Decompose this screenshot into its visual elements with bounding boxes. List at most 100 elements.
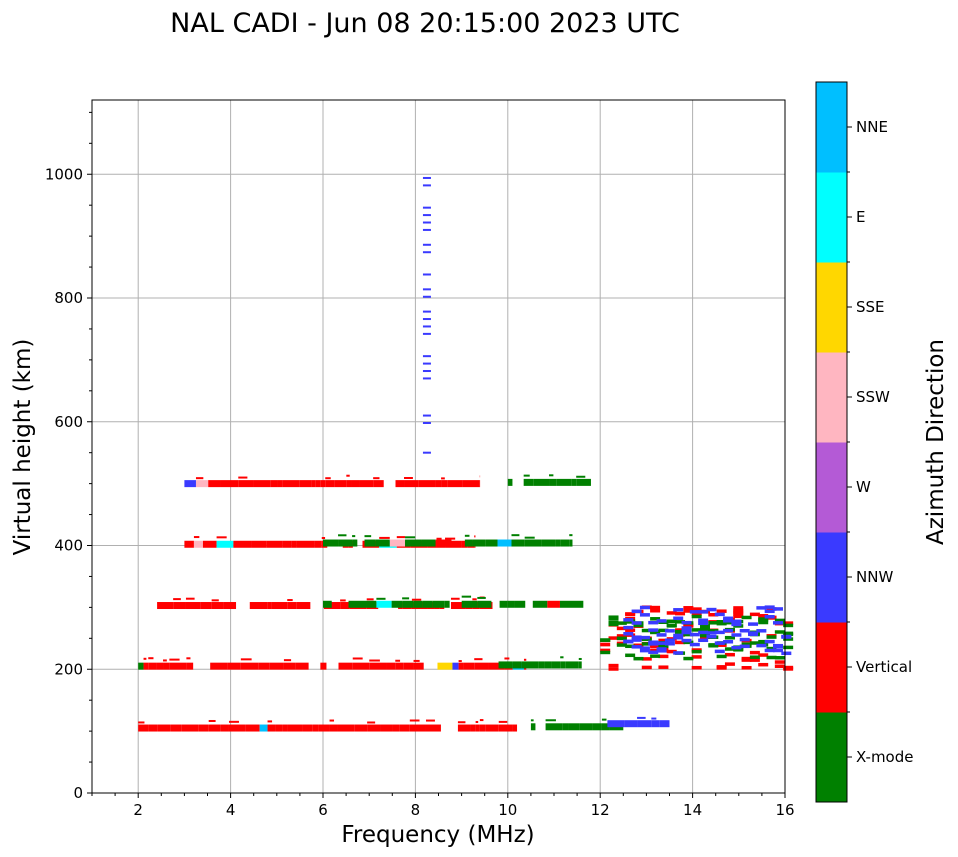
echo-mark xyxy=(569,539,573,547)
echo-mark xyxy=(223,602,237,610)
echo-mark xyxy=(507,600,515,608)
echo-mark xyxy=(211,602,224,610)
echo-mark xyxy=(739,637,750,642)
echo-mark xyxy=(673,636,684,640)
x-tick-label: 4 xyxy=(226,801,236,819)
echo-mark xyxy=(277,480,283,488)
echo-mark xyxy=(691,655,702,659)
echo-mark xyxy=(163,662,170,670)
echo-mark xyxy=(282,480,300,488)
echo-mark xyxy=(474,658,483,661)
echo-mark xyxy=(568,723,580,731)
echo-mark xyxy=(781,651,792,656)
echo-mark xyxy=(320,480,326,488)
echo-mark xyxy=(422,325,431,328)
echo-mark xyxy=(457,721,466,724)
echo-mark xyxy=(211,599,219,602)
echo-mark xyxy=(340,599,346,602)
echo-mark xyxy=(673,608,684,612)
echo-mark xyxy=(666,611,677,615)
echo-mark xyxy=(675,628,686,632)
echo-mark xyxy=(749,612,760,617)
echo-mark xyxy=(364,535,372,538)
echo-mark xyxy=(479,719,484,722)
echo-mark xyxy=(220,724,229,732)
echo-mark xyxy=(477,600,492,608)
echo-mark xyxy=(202,540,217,548)
echo-mark xyxy=(656,619,667,623)
colorbar-tick-label: SSE xyxy=(856,298,885,316)
echo-mark xyxy=(249,602,268,610)
echo-mark xyxy=(422,288,431,291)
echo-mark xyxy=(698,638,709,643)
echo-trace xyxy=(323,534,573,547)
echo-mark xyxy=(631,609,642,614)
y-tick-label: 200 xyxy=(54,660,83,678)
echo-mark xyxy=(607,720,625,728)
echo-mark xyxy=(395,659,401,662)
echo-mark xyxy=(625,628,636,632)
echo-mark xyxy=(698,610,709,614)
echo-mark xyxy=(523,474,530,477)
echo-mark xyxy=(716,654,727,659)
echo-mark xyxy=(521,661,539,669)
echo-mark xyxy=(422,332,431,335)
echo-mark xyxy=(524,539,542,547)
echo-mark xyxy=(631,635,642,639)
echo-mark xyxy=(724,652,735,657)
echo-mark xyxy=(296,540,315,548)
echo-mark xyxy=(195,480,209,488)
echo-mark xyxy=(477,596,486,599)
echo-mark xyxy=(436,537,442,540)
echo-mark xyxy=(422,251,431,254)
echo-mark xyxy=(251,540,267,548)
echo-mark xyxy=(658,654,669,659)
echo-mark xyxy=(758,653,769,657)
echo-mark xyxy=(425,719,435,722)
echo-mark xyxy=(422,176,431,179)
echo-mark xyxy=(637,716,646,719)
echo-mark xyxy=(138,662,144,670)
echo-mark xyxy=(601,718,607,721)
echo-mark xyxy=(733,612,744,616)
echo-mark xyxy=(624,720,638,728)
echo-mark xyxy=(291,540,297,548)
echo-mark xyxy=(511,534,520,537)
echo-mark xyxy=(267,724,276,732)
colorbar-segment xyxy=(816,532,847,623)
echo-mark xyxy=(650,605,661,610)
echo-mark xyxy=(302,724,313,732)
echo-mark xyxy=(716,621,727,625)
echo-mark xyxy=(334,480,347,488)
echo-mark xyxy=(425,724,441,732)
echo-mark xyxy=(422,295,431,298)
echo-mark xyxy=(435,480,442,488)
echo-mark xyxy=(376,597,386,600)
echo-mark xyxy=(373,477,380,480)
echo-mark xyxy=(485,539,498,547)
echo-mark xyxy=(228,720,239,723)
echo-mark xyxy=(579,723,593,731)
echo-mark xyxy=(216,540,234,548)
echo-mark xyxy=(731,645,742,650)
echo-mark xyxy=(772,648,783,653)
echo-mark xyxy=(208,724,221,732)
colorbar-segment xyxy=(816,442,847,533)
echo-mark xyxy=(723,640,734,644)
echo-mark xyxy=(625,653,636,658)
echo-mark xyxy=(259,724,268,732)
echo-mark xyxy=(458,662,464,670)
echo-mark xyxy=(186,657,191,660)
echo-mark xyxy=(675,640,686,645)
echo-mark xyxy=(714,649,725,654)
echo-mark xyxy=(441,480,448,488)
echo-mark xyxy=(474,535,476,538)
echo-mark xyxy=(295,662,309,670)
x-tick-label: 16 xyxy=(775,801,794,819)
echo-mark xyxy=(571,478,577,486)
echo-mark xyxy=(723,628,734,633)
echo-mark xyxy=(681,638,692,643)
echo-mark xyxy=(698,630,709,635)
echo-mark xyxy=(764,639,775,644)
echo-mark xyxy=(157,724,171,732)
